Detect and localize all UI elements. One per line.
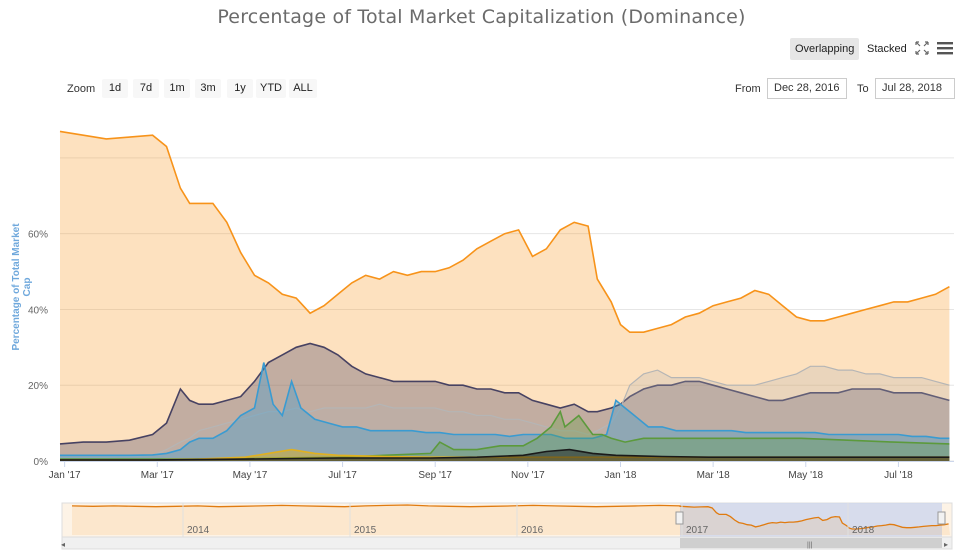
x-tick-label: Jul '17 — [328, 470, 357, 481]
x-axis-ticks: Jan '17 Mar '17 May '17 Jul '17 Sep '17 Nov '… — [49, 461, 954, 481]
navigator-right-handle[interactable] — [937, 511, 946, 525]
bitcoin-area — [60, 131, 950, 461]
zoom-ytd-button[interactable]: YTD — [256, 79, 286, 98]
bitcoin-line — [59, 130, 950, 333]
navigator-background — [61, 502, 953, 538]
dark-series-area — [60, 449, 950, 461]
to-date-input[interactable]: Jul 28, 2018 — [875, 78, 955, 99]
zoom-1d-button[interactable]: 1d — [102, 79, 128, 98]
x-tick-label: Jul '18 — [884, 470, 913, 481]
gridlines — [60, 157, 954, 462]
ethereum-classic-line — [60, 409, 950, 460]
navigator-selection[interactable] — [680, 503, 942, 537]
gold-series-area — [60, 449, 950, 461]
navigator-area — [72, 505, 950, 535]
y-tick-label: 0% — [34, 457, 49, 468]
navigator-left-handle[interactable] — [675, 511, 684, 525]
x-tick-label: Mar '17 — [141, 470, 174, 481]
ethereum-classic-area — [60, 411, 950, 461]
zoom-1m-button[interactable]: 1m — [164, 79, 190, 98]
gold-series-line — [60, 448, 950, 461]
chart-title: Percentage of Total Market Capitalizatio… — [217, 6, 746, 28]
ethereum-line — [59, 342, 950, 445]
zoom-all-button[interactable]: ALL — [289, 79, 317, 98]
navigator-year-label: 2018 — [852, 525, 875, 536]
to-label: To — [857, 83, 869, 95]
stacked-button[interactable]: Stacked — [867, 43, 907, 55]
y-tick-label: 20% — [28, 381, 48, 392]
ripple-line — [60, 365, 950, 458]
navigator-year-label: 2017 — [686, 525, 709, 536]
ethereum-area — [60, 343, 950, 461]
scroll-left-arrow[interactable]: ◂ — [61, 540, 65, 549]
zoom-1y-button[interactable]: 1y — [227, 79, 253, 98]
navigator-year-label: 2016 — [521, 525, 544, 536]
navigator-line — [71, 504, 949, 530]
navigator-scrollbar-track[interactable] — [61, 536, 953, 550]
from-date-input[interactable]: Dec 28, 2016 — [767, 78, 847, 99]
zoom-3m-button[interactable]: 3m — [195, 79, 221, 98]
series-areas — [59, 130, 950, 461]
x-tick-label: Sep '17 — [418, 470, 452, 481]
navigator-year-label: 2015 — [354, 525, 377, 536]
scroll-right-arrow[interactable]: ▸ — [944, 540, 948, 549]
navigator-scrollbar-thumb[interactable] — [680, 538, 942, 548]
litecoin-line — [60, 362, 950, 457]
hamburger-menu-icon[interactable] — [937, 41, 953, 55]
x-tick-label: May '17 — [233, 470, 268, 481]
overlapping-button[interactable]: Overlapping — [790, 38, 860, 60]
expand-icon[interactable] — [915, 41, 929, 55]
x-tick-label: Jan '17 — [49, 470, 81, 481]
navigator: 2014 2015 2016 2017 2018 ◂ ▸ ||| — [61, 502, 953, 550]
x-tick-label: Jan '18 — [605, 470, 637, 481]
zoom-label: Zoom — [67, 83, 96, 95]
x-tick-label: Nov '17 — [511, 470, 545, 481]
scrollbar-grip-icon: ||| — [807, 542, 813, 549]
ripple-area — [60, 366, 950, 461]
from-label: From — [735, 83, 761, 95]
x-tick-label: May '18 — [788, 470, 823, 481]
navigator-year-label: 2014 — [187, 525, 210, 536]
y-axis-title: Percentage of Total Market Cap — [11, 223, 33, 351]
litecoin-area — [60, 362, 950, 461]
x-tick-label: Mar '18 — [697, 470, 730, 481]
dark-series-line — [60, 448, 950, 461]
zoom-7d-button[interactable]: 7d — [133, 79, 159, 98]
